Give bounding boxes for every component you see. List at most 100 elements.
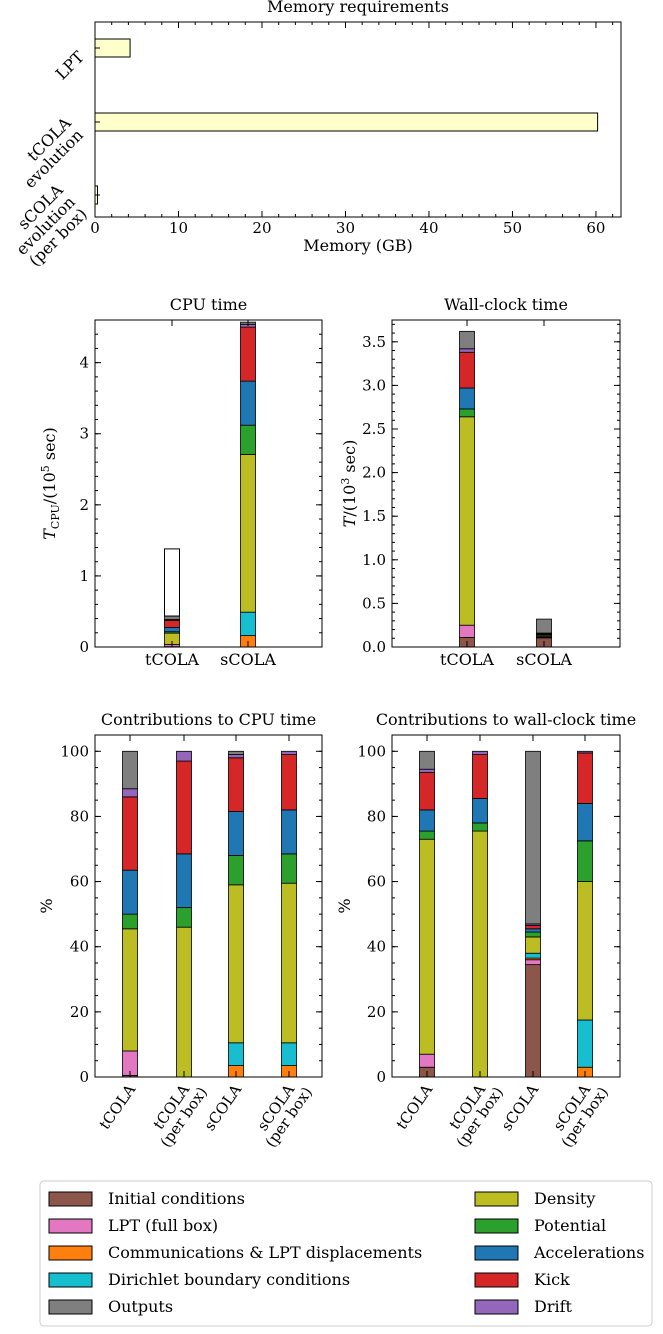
legend-swatch-communications [48,1245,93,1261]
bar-segment-accelerations [525,928,541,933]
bar-segment-kick [176,760,192,855]
bar-segment-kick [240,326,256,382]
bar-segment-drift [176,750,192,762]
x-tick-label: 40 [419,219,438,237]
bar-segment-drift [122,788,138,798]
bar-segment-density [419,838,435,1055]
x-category-label: sCOLA [220,650,276,669]
wall-plot-frame [391,319,621,648]
bar-segment-lpt-full-box [419,1053,435,1068]
bar-segment-kick [164,619,180,628]
cpu-plot-frame [94,319,323,648]
cpu-chart: TCPU/(105 sec) [39,321,256,648]
bar-segment-density [228,884,244,1044]
y-tick-label: 40 [70,938,89,956]
y-tick-label: 60 [70,873,89,891]
memory-plot-frame [94,21,622,218]
y-tick-label: 1 [79,567,89,585]
bar-segment-potential [122,913,138,930]
bar-segment-density [577,881,593,1021]
bar-segment-density [122,928,138,1052]
legend-swatch-kick [474,1272,519,1288]
legend-label-potential: Potential [534,1216,606,1235]
bar-segment-dirichlet [240,611,256,637]
bar-segment-outputs [419,750,435,770]
x-category-label: sCOLA(per box) [248,1074,316,1150]
y-tick-label: 20 [70,1003,89,1021]
wall-title: Wall-clock time [444,295,568,314]
bar-segment-potential [176,907,192,928]
y-tick-label: 0 [79,638,89,656]
bar-segment-potential [525,931,541,938]
wall_pct-chart: tCOLA tCOLA(per box)sCOLA sCOLA(per box) [393,750,612,1151]
bar-segment-potential [281,853,297,884]
bar-segment-kick [577,752,593,804]
bar-segment-potential [228,855,244,886]
x-category-label: tCOLA(per box) [439,1074,507,1150]
bar-segment-accelerations [459,387,475,410]
x-tick-label: 20 [252,219,271,237]
bar-segment-accelerations [122,869,138,915]
bar-segment-density [240,453,256,613]
memory-category-label: sCOLAevolution(per box) [0,180,91,271]
y-tick-label: 0.5 [362,594,386,612]
bar-segment-accelerations [472,798,488,824]
bar-segment-potential [472,822,488,832]
wall-ylabel: T/(103 sec) [339,440,359,528]
bar-segment-drift [577,750,593,754]
legend-label-accelerations: Accelerations [533,1243,644,1262]
legend-label-communications: Communications & LPT displacements [108,1243,422,1262]
bar-segment-accelerations [176,853,192,909]
memory-bar [94,112,599,132]
y-tick-label: 80 [367,807,386,825]
bar-segment-potential [419,830,435,840]
legend-label-kick: Kick [534,1270,570,1289]
y-tick-label: 2 [79,496,89,514]
legend-label-density: Density [534,1189,595,1208]
x-category-label: tCOLA [96,1081,140,1133]
bar-segment-outputs [459,330,475,350]
bar-segment-kick [472,754,488,799]
y-tick-label: 0.0 [362,638,386,656]
bar-segment-outputs [164,615,180,620]
bar-segment-kick [525,925,541,930]
cpu_pct-ylabel: % [37,898,56,913]
bar-segment-kick [459,351,475,389]
x-category-label: sCOLA(per box) [544,1074,612,1150]
y-tick-label: 3 [79,425,89,443]
legend: Initial conditions LPT (full box) Communic… [39,1180,653,1327]
bar-segment-outputs [525,750,541,925]
legend-label-outputs: Outputs [108,1297,173,1316]
bar-segment-lpt-full-box [525,959,541,966]
y-tick-label: 2.0 [362,464,386,482]
y-tick-label: 40 [367,938,386,956]
legend-frame [39,1180,653,1327]
x-tick-label: 0 [90,219,100,237]
legend-swatch-accelerations [474,1245,519,1261]
x-category-label: tCOLA [145,650,199,669]
y-tick-label: 4 [79,354,89,372]
bar-total-outline [164,548,180,617]
bar-segment-drift [459,348,475,353]
memory-xlabel: Memory (GB) [303,236,412,255]
legend-label-drift: Drift [534,1297,573,1316]
bar-segment-accelerations [577,803,593,842]
bar-segment-outputs [228,750,244,755]
legend-label-lpt-full-box: LPT (full box) [108,1216,218,1235]
wall_pct-title: Contributions to wall-clock time [376,710,636,729]
wall_pct-ylabel: % [335,898,354,913]
bar-segment-dirichlet [525,952,541,959]
memory-category-label: LPT [52,47,88,83]
cpu-ylabel: TCPU/(105 sec) [39,427,62,540]
memory-title: Memory requirements [267,0,449,16]
bar-segment-potential [577,840,593,882]
bar-segment-dirichlet [228,1042,244,1067]
bar-segment-drift [228,754,244,759]
legend-swatch-lpt-full-box [48,1218,93,1234]
y-tick-label: 80 [70,807,89,825]
bar-segment-accelerations [228,811,244,856]
legend-swatch-dirichlet [48,1272,93,1288]
wall_pct-plot-frame [391,734,621,1078]
bar-segment-dirichlet [577,1019,593,1068]
